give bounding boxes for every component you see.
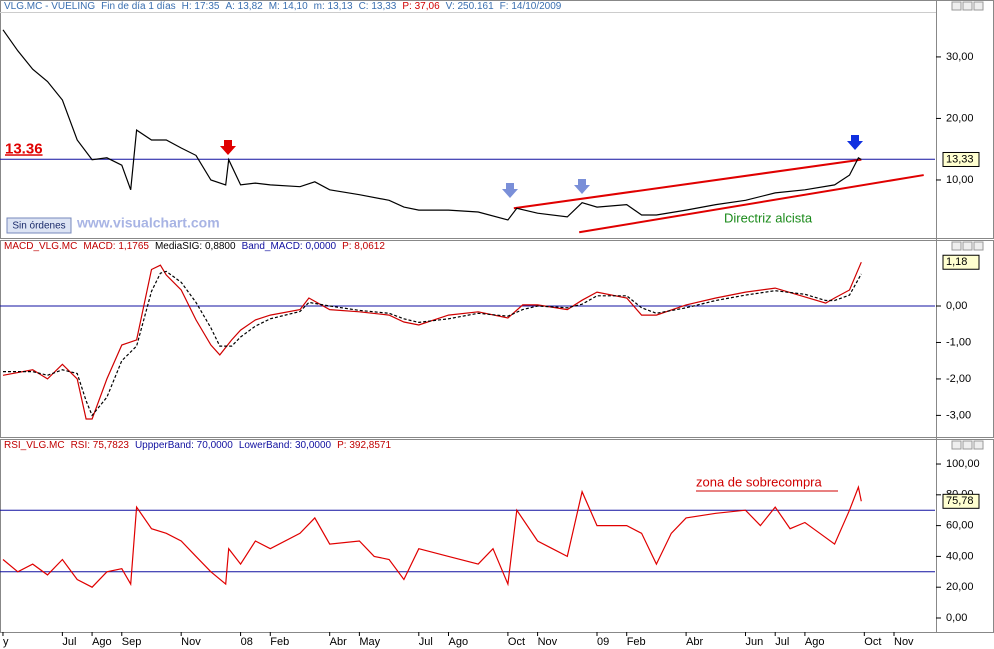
header-item: RSI_VLG.MC [4,440,65,451]
header-item: P: 392,8571 [337,440,391,451]
x-tick-label: Feb [270,636,289,648]
x-tick-label: Jun [746,636,764,648]
y-tick-label: 10,00 [946,174,974,186]
x-tick-label: Jul [419,636,433,648]
x-tick-label: Ago [805,636,825,648]
header-item: H: 17:35 [182,1,220,12]
header-item: C: 13,33 [359,1,397,12]
last-value-box [942,493,980,509]
panel-header: MACD_VLG.MC MACD: 1,1765 MediaSIG: 0,8800 B… [4,241,385,252]
header-item: UppperBand: 70,0000 [135,440,233,451]
x-tick-label: 08 [241,636,253,648]
x-tick-label: y [3,636,9,648]
watermark: www.visualchart.com [76,215,220,231]
x-tick-label: Oct [864,636,881,648]
header-item: Fin de día 1 días [101,1,176,12]
arrow [502,183,518,198]
arrow [220,140,236,155]
y-tick-label: 0,00 [946,612,967,624]
arrow [574,179,590,194]
y-tick-label: 60,00 [946,520,974,532]
last-value-label: 1,18 [946,256,967,268]
x-tick-label: Ago [92,636,112,648]
arrow [847,135,863,150]
series-line [2,484,862,588]
last-value-label: 13,33 [946,153,974,165]
header-item: MediaSIG: 0,8800 [155,241,236,252]
x-tick-label: Sep [122,636,142,648]
series-line [2,261,862,420]
last-value-box [942,151,980,167]
x-tick-label: 09 [597,636,609,648]
badge-box[interactable] [6,217,72,234]
header-item: Band_MACD: 0,0000 [242,241,337,252]
trendline [579,174,924,234]
header-item: V: 250.161 [446,1,494,12]
level-label: 13.36 [5,140,43,157]
window-buttons[interactable] [951,1,984,450]
header-item: VLG.MC - VUELING [4,1,95,12]
x-tick-label: Abr [686,636,703,648]
header-item: m: 13,13 [314,1,353,12]
badge[interactable]: Sin órdenes [12,221,65,232]
y-tick-label: 20,00 [946,112,974,124]
trendline [513,158,862,210]
header-item: MACD: 1,1765 [83,241,149,252]
annotation: Directriz alcista [724,210,813,225]
y-tick-label: -2,00 [946,373,971,385]
y-tick-label: 40,00 [946,550,974,562]
x-tick-label: Feb [627,636,646,648]
y-tick-label: -3,00 [946,409,971,421]
y-tick-label: -1,00 [946,336,971,348]
header-item: M: 14,10 [269,1,308,12]
y-tick-label: 100,00 [946,458,980,470]
x-tick-label: Jul [62,636,76,648]
header-item: MACD_VLG.MC [4,241,77,252]
header-item: LowerBand: 30,0000 [239,440,332,451]
x-tick-label: Abr [330,636,347,648]
header-item: P: 8,0612 [342,241,385,252]
x-tick-label: Nov [538,636,558,648]
x-tick-label: Nov [894,636,914,648]
annotation: zona de sobrecompra [696,474,823,489]
x-tick-label: Nov [181,636,201,648]
header-item: A: 13,82 [225,1,263,12]
last-value-label: 75,78 [946,495,974,507]
y-tick-label: 20,00 [946,581,974,593]
header-item: F: 14/10/2009 [500,1,562,12]
panel-header: RSI_VLG.MC RSI: 75,7823 UppperBand: 70,000… [4,440,391,451]
panel-header: VLG.MC - VUELING Fin de día 1 días H: 17:3… [4,1,562,12]
x-tick-label: May [359,636,380,648]
header-item: RSI: 75,7823 [71,440,130,451]
x-tick-label: Jul [775,636,789,648]
series-line [3,270,862,417]
header-item: P: 37,06 [402,1,440,12]
y-tick-label: 30,00 [946,51,974,63]
last-value-box [942,254,980,270]
x-tick-label: Ago [448,636,468,648]
series-line [2,29,862,221]
y-tick-label: 0,00 [946,300,967,312]
x-tick-label: Oct [508,636,525,648]
